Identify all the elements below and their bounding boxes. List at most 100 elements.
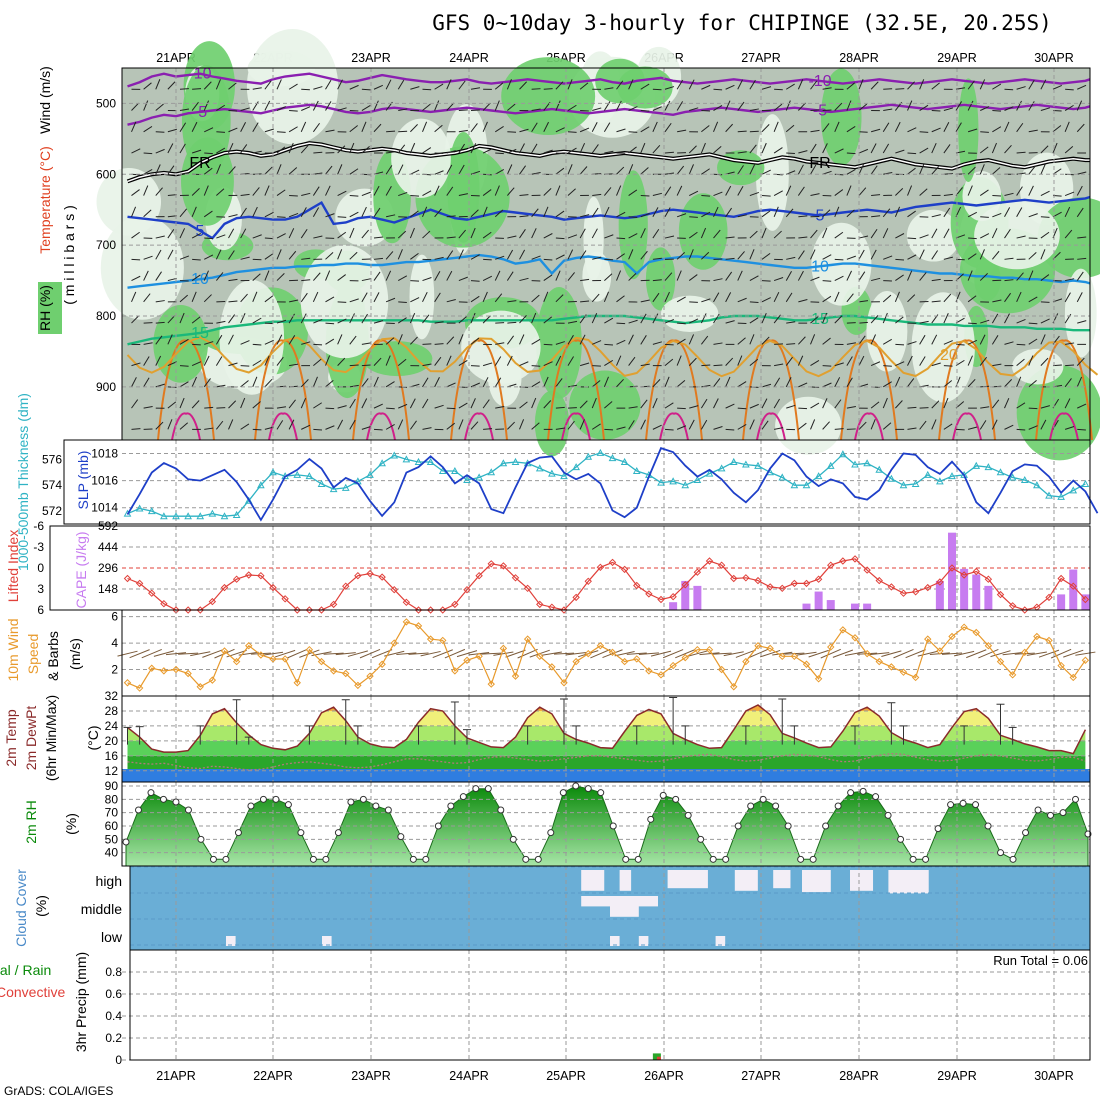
lifted-index-point	[620, 565, 629, 574]
wind-barb	[1040, 231, 1050, 239]
wind-barb	[773, 314, 781, 324]
wind-barb	[483, 258, 492, 261]
wind-barb	[228, 228, 235, 239]
wind-barb	[810, 249, 816, 260]
wind-barb	[422, 291, 428, 303]
wind-barb	[604, 234, 614, 239]
wind-barb	[664, 402, 674, 409]
wind-barb	[117, 650, 138, 657]
wind-barb	[616, 378, 624, 388]
rh-moist-area	[536, 286, 582, 399]
wind-barb	[337, 334, 343, 345]
wind-barb	[143, 82, 152, 90]
wind-barb	[1040, 107, 1050, 111]
wind-barb	[638, 652, 659, 655]
wind-barb	[167, 194, 177, 197]
cape-bar	[851, 603, 859, 610]
wind-barb	[725, 84, 735, 90]
wind-barb	[907, 210, 916, 218]
rh2m-point	[434, 822, 442, 830]
wind-barb	[979, 79, 986, 90]
wind-barb	[470, 365, 480, 367]
wind-barb	[458, 229, 466, 239]
rh2m-point	[134, 806, 142, 814]
wind-barb	[228, 214, 238, 218]
wind-barb	[798, 407, 808, 410]
lifted-index-point	[245, 571, 253, 579]
wind-barb	[895, 88, 905, 90]
precip-legend-convective: Convective	[0, 984, 65, 1000]
wind-barb	[506, 249, 514, 260]
rh2m-point	[297, 829, 305, 837]
wind-speed-point	[717, 665, 726, 674]
wind-barb	[919, 334, 926, 345]
wind-barb	[300, 398, 307, 409]
wind-barb	[228, 300, 238, 303]
wind-barb	[1052, 84, 1063, 90]
wind-barb	[832, 649, 854, 658]
wind-barb	[966, 649, 987, 659]
wind-barb	[1076, 271, 1084, 281]
wind-barb	[434, 100, 440, 111]
wind-barb	[300, 144, 309, 154]
wind-barb	[300, 207, 307, 218]
wind-barb	[179, 338, 189, 345]
wind-barb	[264, 253, 274, 260]
wind-speed-point	[1021, 648, 1029, 657]
rh2m-point	[247, 802, 255, 810]
wind-barb	[652, 279, 662, 282]
wind-barb	[628, 249, 634, 260]
wind-barb	[373, 320, 384, 324]
wind-barb	[844, 651, 866, 657]
wind-barb	[822, 143, 828, 154]
wind-barb	[858, 321, 868, 324]
wind-barb	[980, 406, 990, 409]
wind-barb	[228, 82, 237, 90]
wind-barb	[240, 397, 246, 409]
wind-barb	[870, 128, 881, 133]
wind-barb	[519, 315, 527, 324]
rh2m-point	[497, 806, 505, 814]
run-total-label: Run Total = 0.06	[993, 953, 1088, 968]
rh2m-point	[634, 855, 642, 863]
wind-barb	[858, 103, 868, 111]
wind-barb	[664, 100, 671, 111]
rh2m-point	[659, 791, 667, 799]
wind-barb	[725, 376, 731, 388]
wind-barb	[555, 210, 565, 218]
wind-barb	[446, 186, 454, 196]
wind-barb	[1077, 428, 1086, 431]
wind-barb	[773, 377, 781, 388]
wind-barb	[167, 401, 177, 409]
wind-barb	[325, 79, 332, 90]
thickness-point	[887, 474, 896, 482]
thickness-point	[1081, 479, 1090, 487]
wind-barb	[616, 322, 626, 325]
wind-barb	[943, 256, 953, 260]
wind-barb	[203, 270, 209, 281]
thickness-point	[996, 468, 1005, 476]
wind-barb	[470, 280, 480, 282]
wind-barb	[737, 79, 744, 90]
wind-barb	[494, 126, 504, 133]
wind-barb	[991, 313, 999, 324]
temp-tick-label: 16	[105, 749, 119, 763]
wind-barb	[1040, 274, 1050, 281]
wind-barb	[1016, 207, 1023, 218]
wind-barb	[688, 334, 695, 345]
wind-barb	[1004, 424, 1014, 430]
wind-barb	[1064, 191, 1075, 197]
wind-barb	[191, 316, 201, 324]
wind-tick-label: 6	[111, 610, 118, 624]
wind-barb	[1004, 313, 1010, 324]
bottom-date-label: 25APR	[546, 1069, 586, 1083]
wind-barb	[397, 334, 403, 345]
rh2m-point	[609, 822, 617, 830]
wind-barb	[506, 355, 513, 366]
wind-barb	[446, 215, 456, 218]
rh2m-point	[822, 822, 830, 830]
wind-barb	[834, 291, 840, 303]
wind-barb	[579, 419, 585, 430]
wind-barb	[1040, 334, 1046, 345]
rh2m-point	[1009, 855, 1017, 863]
